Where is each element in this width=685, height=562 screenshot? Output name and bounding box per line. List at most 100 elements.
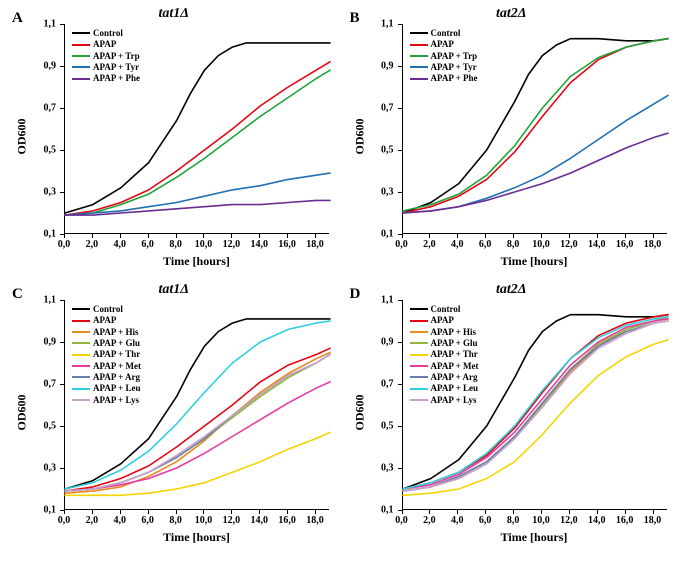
legend-label: APAP + Tyr — [93, 62, 139, 72]
legend-item: APAP — [410, 39, 478, 49]
xtick-label: 16,0 — [616, 239, 634, 250]
ytick-label: 1,1 — [34, 19, 56, 30]
xtick-label: 12,0 — [223, 239, 241, 250]
ytick-label: 0,3 — [34, 187, 56, 198]
panel-d: Dtat2Δ0,10,30,50,70,91,10,02,04,06,08,01… — [346, 284, 678, 554]
legend-item: APAP — [72, 39, 140, 49]
ytick-label: 0,9 — [34, 61, 56, 72]
series-tyr — [403, 95, 668, 213]
xtick-label: 8,0 — [169, 515, 182, 526]
legend-item: APAP + Leu — [72, 383, 141, 393]
legend-swatch — [72, 365, 90, 367]
ytick-label: 0,7 — [372, 379, 394, 390]
ytick-label: 0,5 — [34, 145, 56, 156]
legend-label: Control — [431, 28, 461, 38]
y-axis-label: OD600 — [352, 119, 367, 155]
legend-item: APAP + Lys — [72, 395, 141, 405]
xtick-label: 10,0 — [532, 239, 550, 250]
x-axis-label: Time [hours] — [163, 254, 230, 269]
y-axis-label: OD600 — [15, 119, 30, 155]
xtick-label: 2,0 — [423, 239, 436, 250]
legend-item: Control — [72, 28, 140, 38]
legend-label: APAP + His — [93, 327, 138, 337]
ytick-label: 0,3 — [372, 187, 394, 198]
legend-label: APAP — [431, 39, 454, 49]
legend-item: APAP + Leu — [410, 383, 479, 393]
legend-item: APAP + His — [410, 327, 479, 337]
ytick-label: 1,1 — [34, 295, 56, 306]
series-apap — [65, 62, 330, 215]
panel-label: A — [12, 10, 23, 27]
legend-swatch — [72, 66, 90, 68]
legend-label: Control — [93, 304, 123, 314]
legend-item: Control — [410, 304, 479, 314]
xtick-label: 4,0 — [114, 515, 127, 526]
xtick-label: 18,0 — [644, 239, 662, 250]
legend-swatch — [72, 308, 90, 310]
ytick-label: 0,9 — [34, 337, 56, 348]
legend-label: APAP + Trp — [431, 51, 478, 61]
legend-label: APAP + Met — [431, 361, 479, 371]
panel-a: Atat1Δ0,10,30,50,70,91,10,02,04,06,08,01… — [8, 8, 340, 278]
y-axis-label: OD600 — [352, 395, 367, 431]
series-tyr — [65, 173, 330, 215]
legend-label: APAP — [93, 315, 116, 325]
legend-label: Control — [431, 304, 461, 314]
xtick-label: 16,0 — [616, 515, 634, 526]
ytick-label: 0,3 — [34, 463, 56, 474]
legend-item: APAP + Thr — [72, 349, 141, 359]
legend-label: APAP + Thr — [431, 349, 478, 359]
legend-swatch — [410, 32, 428, 34]
xtick-label: 16,0 — [278, 239, 296, 250]
legend-item: APAP + Trp — [72, 51, 140, 61]
ytick-label: 0,7 — [34, 379, 56, 390]
legend-swatch — [410, 331, 428, 333]
xtick-label: 0,0 — [58, 515, 71, 526]
xtick-label: 6,0 — [479, 515, 492, 526]
legend-item: APAP + His — [72, 327, 141, 337]
ytick-label: 0,3 — [372, 463, 394, 474]
series-phe — [403, 133, 668, 213]
legend-item: APAP + Tyr — [72, 62, 140, 72]
legend-swatch — [72, 32, 90, 34]
series-trp — [65, 70, 330, 215]
legend-swatch — [410, 399, 428, 401]
legend-item: APAP + Thr — [410, 349, 479, 359]
legend-swatch — [72, 55, 90, 57]
xtick-label: 12,0 — [560, 239, 578, 250]
legend: ControlAPAP APAP + HisAPAP + GluAPAP + Th… — [72, 304, 141, 406]
legend-label: Control — [93, 28, 123, 38]
panel-b: Btat2Δ0,10,30,50,70,91,10,02,04,06,08,01… — [346, 8, 678, 278]
panel-c: Ctat1Δ0,10,30,50,70,91,10,02,04,06,08,01… — [8, 284, 340, 554]
legend-label: APAP + Leu — [431, 383, 478, 393]
xtick-label: 8,0 — [507, 239, 520, 250]
x-axis-label: Time [hours] — [163, 530, 230, 545]
legend: ControlAPAPAPAP + TrpAPAP + TyrAPAP + Ph… — [410, 28, 478, 85]
series-thr — [65, 432, 330, 495]
legend-item: APAP + Tyr — [410, 62, 478, 72]
legend-item: APAP + Glu — [72, 338, 141, 348]
panel-grid: Atat1Δ0,10,30,50,70,91,10,02,04,06,08,01… — [8, 8, 677, 554]
legend-swatch — [72, 354, 90, 356]
legend-label: APAP + Glu — [431, 338, 478, 348]
legend-swatch — [72, 342, 90, 344]
xtick-label: 2,0 — [423, 515, 436, 526]
ytick-label: 1,1 — [372, 19, 394, 30]
xtick-label: 2,0 — [86, 239, 99, 250]
legend-swatch — [410, 376, 428, 378]
legend-swatch — [410, 342, 428, 344]
panel-title: tat1Δ — [158, 6, 189, 22]
legend-swatch — [410, 66, 428, 68]
x-axis-label: Time [hours] — [501, 530, 568, 545]
legend-item: APAP + Arg — [410, 372, 479, 382]
legend-swatch — [72, 376, 90, 378]
legend-swatch — [72, 44, 90, 46]
series-phe — [65, 200, 330, 215]
legend-swatch — [410, 44, 428, 46]
legend: ControlAPAPAPAP + TrpAPAP + TyrAPAP + Ph… — [72, 28, 140, 85]
xtick-label: 10,0 — [195, 239, 213, 250]
panel-label: C — [12, 286, 23, 303]
legend-label: APAP — [431, 315, 454, 325]
legend-swatch — [410, 365, 428, 367]
ytick-label: 0,7 — [372, 103, 394, 114]
